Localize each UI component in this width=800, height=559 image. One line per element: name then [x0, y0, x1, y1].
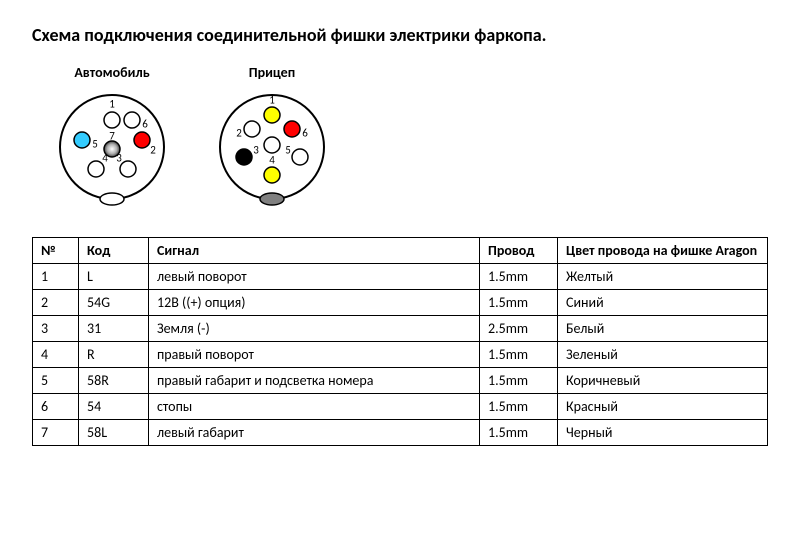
table-cell: 1.5mm: [480, 368, 558, 394]
col-code: Код: [79, 238, 149, 264]
table-cell: 1: [33, 264, 79, 290]
table-row: 4Rправый поворот1.5mmЗеленый: [33, 342, 768, 368]
pin-label-5: 5: [92, 138, 98, 151]
pin-3: [120, 161, 136, 177]
pin-6: [124, 112, 140, 128]
table-cell: правый габарит и подсветка номера: [149, 368, 480, 394]
connector-trailer-label: Прицеп: [212, 64, 332, 81]
connector-vehicle-diagram: 1234567: [52, 87, 172, 207]
table-cell: 5: [33, 368, 79, 394]
table-cell: 1.5mm: [480, 290, 558, 316]
connector-vehicle-label: Автомобиль: [52, 64, 172, 81]
table-cell: правый поворот: [149, 342, 480, 368]
pin-label-7: 7: [109, 130, 115, 143]
table-cell: 3: [33, 316, 79, 342]
connector-vehicle: Автомобиль 1234567: [52, 64, 172, 207]
table-cell: 6: [33, 394, 79, 420]
table-cell: 1.5mm: [480, 264, 558, 290]
table-cell: 1.5mm: [480, 420, 558, 446]
page-title: Схема подключения соединительной фишки э…: [32, 24, 768, 46]
col-wire: Провод: [480, 238, 558, 264]
pin-3: [236, 149, 252, 165]
table-cell: 54: [79, 394, 149, 420]
table-row: 254G12В ((+) опция)1.5mmСиний: [33, 290, 768, 316]
pin-label-6: 6: [142, 118, 148, 131]
table-cell: Желтый: [558, 264, 768, 290]
table-cell: L: [79, 264, 149, 290]
table-cell: 54G: [79, 290, 149, 316]
pin-label-2: 2: [150, 144, 156, 157]
table-header-row: № Код Сигнал Провод Цвет провода на фишк…: [33, 238, 768, 264]
table-cell: Коричневый: [558, 368, 768, 394]
pin-label-3: 3: [253, 144, 259, 157]
pin-label-1: 1: [269, 94, 275, 107]
table-cell: 31: [79, 316, 149, 342]
table-cell: Черный: [558, 420, 768, 446]
table-cell: 7: [33, 420, 79, 446]
table-cell: стопы: [149, 394, 480, 420]
table-cell: Красный: [558, 394, 768, 420]
pin-2: [134, 132, 150, 148]
table-cell: левый поворот: [149, 264, 480, 290]
table-row: 758Lлевый габарит1.5mmЧерный: [33, 420, 768, 446]
pin-1: [264, 107, 280, 123]
pin-5: [292, 149, 308, 165]
table-cell: 58R: [79, 368, 149, 394]
pin-label-1: 1: [109, 98, 115, 111]
pin-7: [264, 137, 280, 153]
table-cell: 58L: [79, 420, 149, 446]
pin-6: [284, 121, 300, 137]
table-cell: левый габарит: [149, 420, 480, 446]
table-cell: Белый: [558, 316, 768, 342]
pin-7: [104, 141, 120, 157]
table-cell: Земля (-): [149, 316, 480, 342]
connector-row: Автомобиль 1234567 Прицеп 123456: [52, 64, 768, 207]
col-num: №: [33, 238, 79, 264]
connector-trailer-diagram: 1 23456: [212, 87, 332, 207]
pin-label-5: 5: [285, 144, 291, 157]
table-row: 331Земля (-)2.5mmБелый: [33, 316, 768, 342]
table-cell: 2.5mm: [480, 316, 558, 342]
pin-1: [104, 112, 120, 128]
wiring-table: № Код Сигнал Провод Цвет провода на фишк…: [32, 237, 768, 446]
table-row: 654стопы1.5mmКрасный: [33, 394, 768, 420]
col-color: Цвет провода на фишке Aragon: [558, 238, 768, 264]
table-cell: 1.5mm: [480, 342, 558, 368]
pin-4: [264, 167, 280, 183]
table-row: 558Rправый габарит и подсветка номера1.5…: [33, 368, 768, 394]
table-cell: 12В ((+) опция): [149, 290, 480, 316]
table-cell: Зеленый: [558, 342, 768, 368]
pin-label-2: 2: [236, 127, 242, 140]
table-cell: R: [79, 342, 149, 368]
connector-trailer: Прицеп 1 23456: [212, 64, 332, 207]
table-row: 1Lлевый поворот1.5mmЖелтый: [33, 264, 768, 290]
table-cell: Синий: [558, 290, 768, 316]
table-cell: 2: [33, 290, 79, 316]
table-cell: 1.5mm: [480, 394, 558, 420]
pin-label-6: 6: [302, 127, 308, 140]
table-cell: 4: [33, 342, 79, 368]
pin-label-4: 4: [269, 154, 275, 167]
col-signal: Сигнал: [149, 238, 480, 264]
pin-2: [244, 121, 260, 137]
pin-5: [74, 132, 90, 148]
